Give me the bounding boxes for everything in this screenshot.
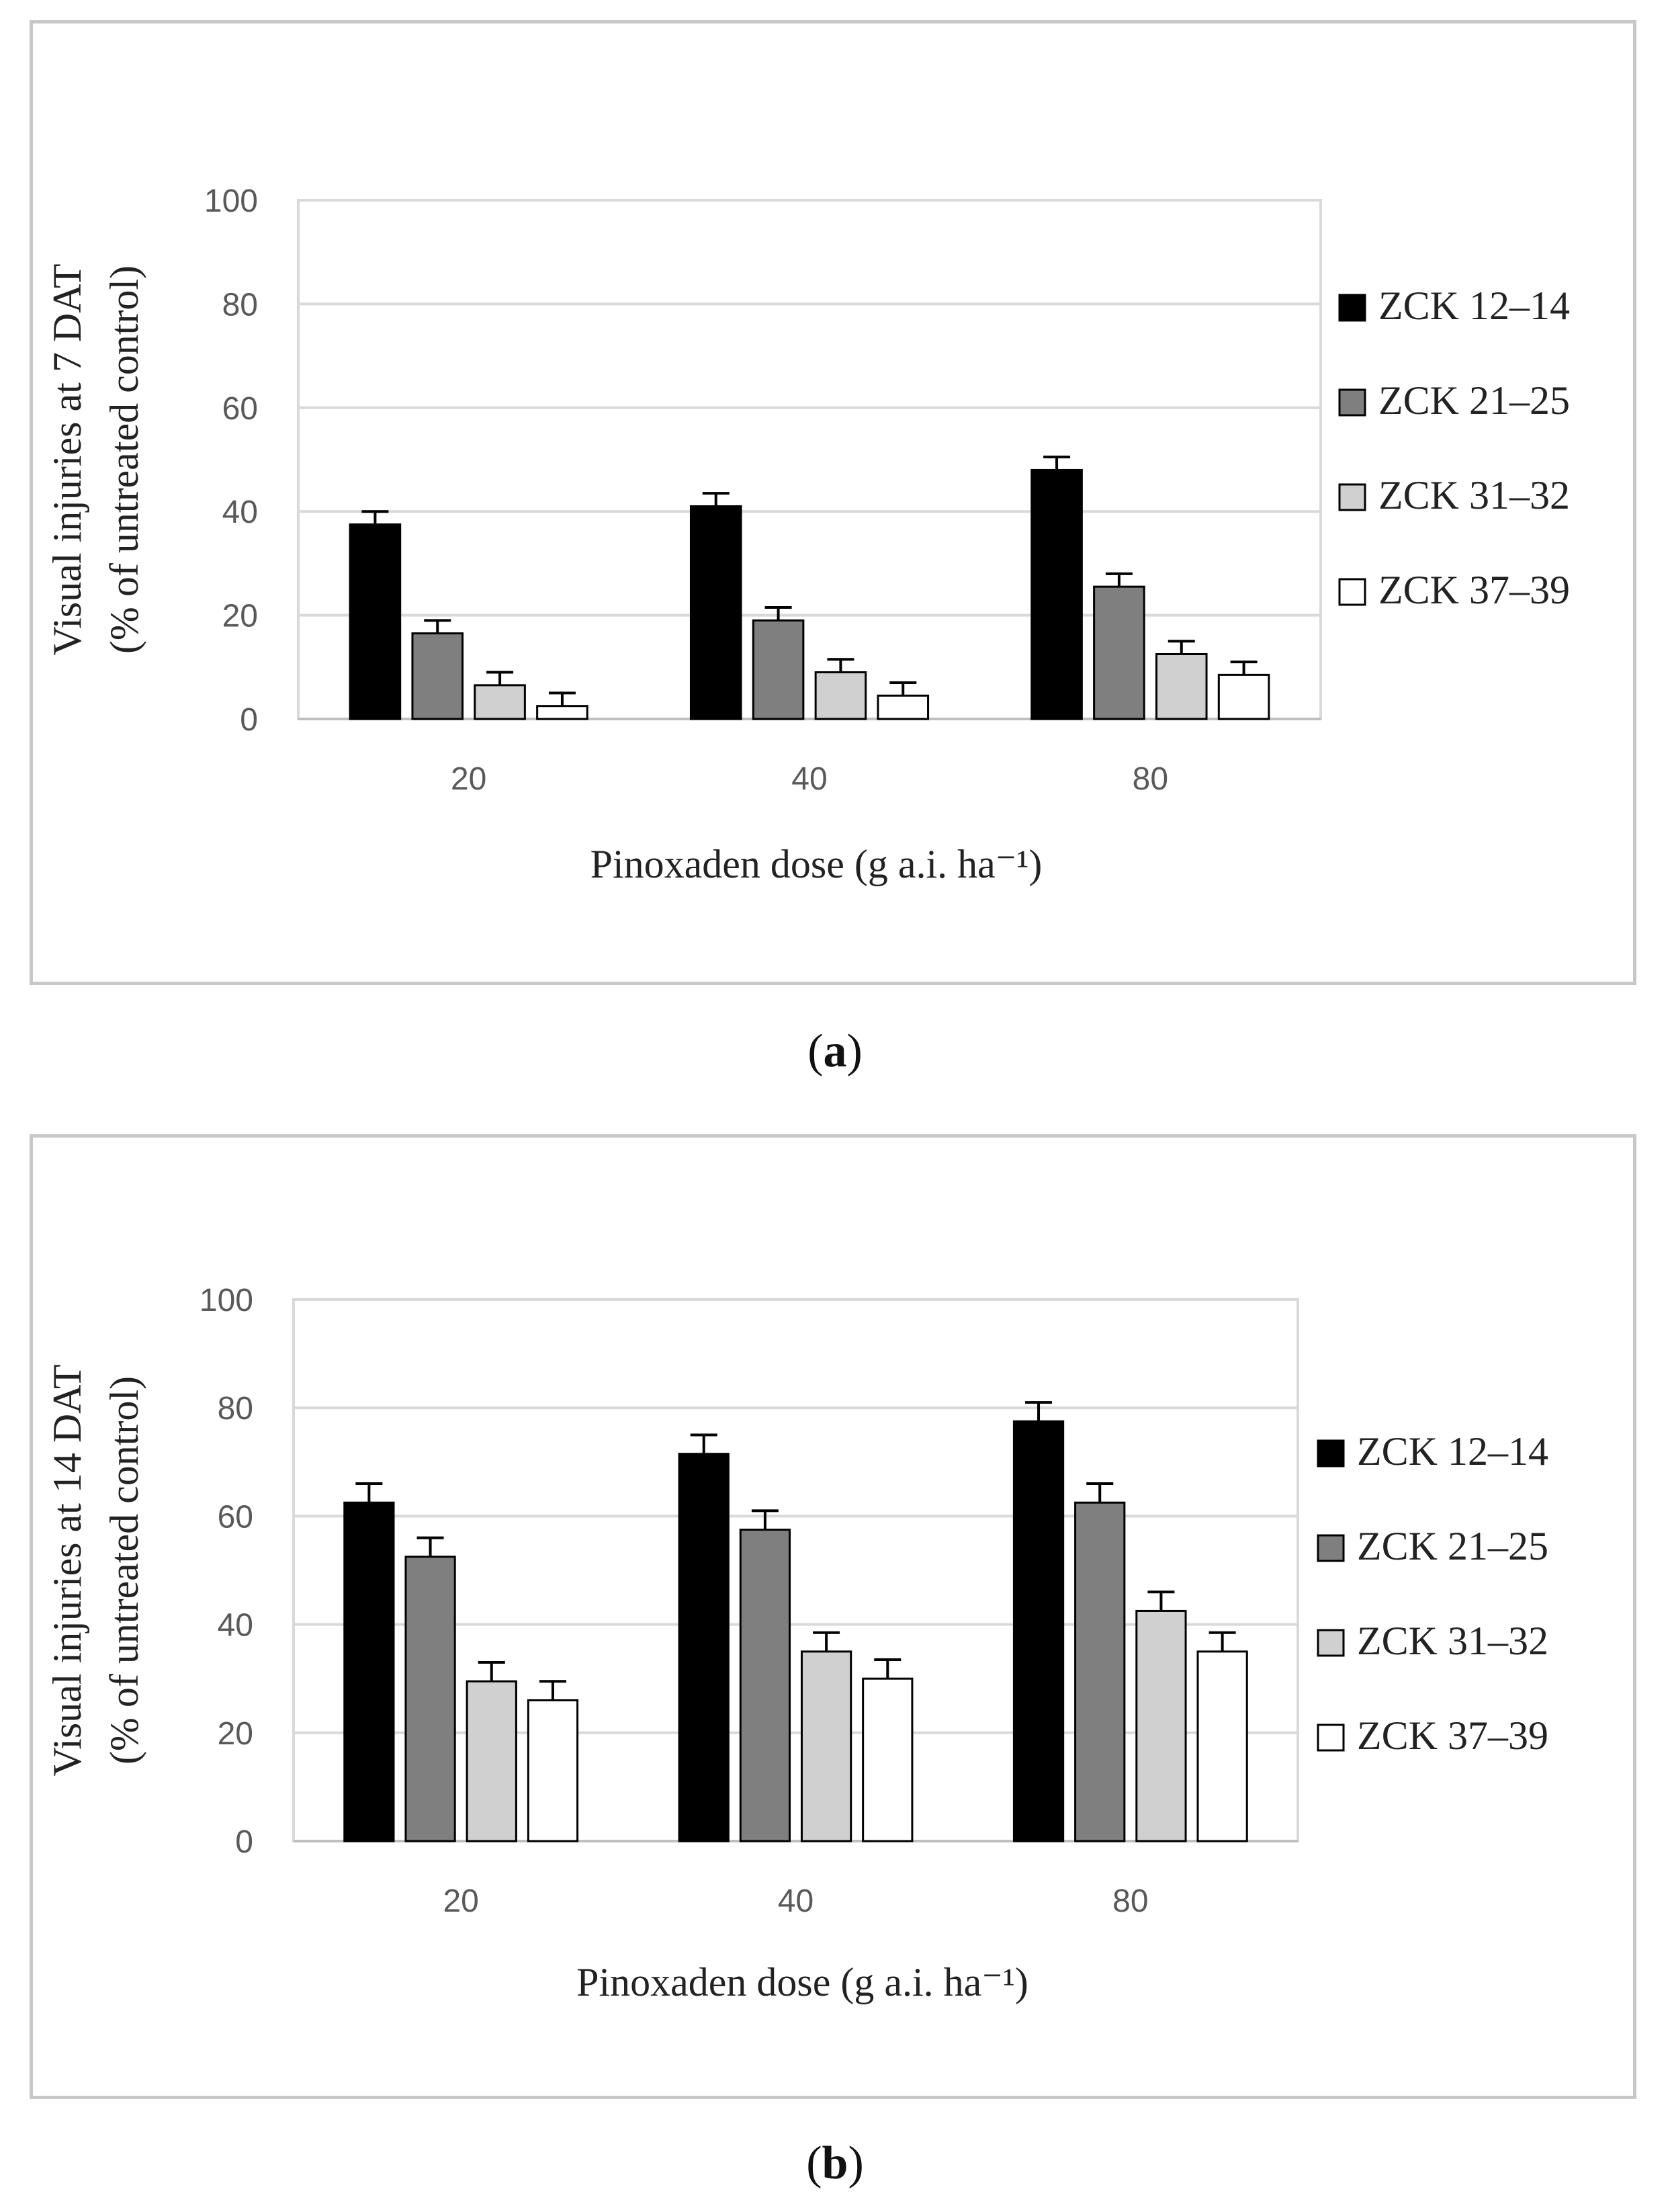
y-tick-label: 100 — [204, 183, 258, 219]
legend-swatch — [1317, 1629, 1345, 1657]
legend-swatch — [1338, 388, 1366, 417]
bar — [527, 1699, 579, 1842]
bar — [466, 1680, 517, 1842]
y-tick-label: 40 — [222, 495, 258, 530]
y-tick-label: 60 — [222, 391, 258, 427]
y-tick-label: 20 — [222, 599, 258, 634]
legend-swatch — [1317, 1724, 1345, 1752]
x-axis-title: Pinoxaden dose (g a.i. ha⁻¹) — [576, 1960, 1028, 2004]
chart-frame-b — [30, 1134, 1636, 2099]
x-tick-label: 80 — [1112, 1883, 1148, 1919]
y-tick-label: 100 — [200, 1283, 253, 1318]
bar — [404, 1556, 456, 1842]
x-tick-label: 40 — [778, 1883, 814, 1919]
bar — [1074, 1501, 1126, 1842]
x-tick-label: 40 — [791, 761, 827, 797]
y-tick-label: 40 — [218, 1608, 253, 1644]
legend-label: ZCK 21–25 — [1357, 1524, 1548, 1568]
bar — [678, 1453, 730, 1842]
bar — [1135, 1609, 1187, 1842]
bar — [814, 671, 867, 720]
legend-swatch — [1317, 1439, 1345, 1467]
bar — [343, 1501, 395, 1842]
panel-label-a: (a) — [807, 1025, 863, 1077]
y-tick-label: 0 — [235, 1824, 253, 1860]
bar — [1012, 1420, 1065, 1842]
bar — [1030, 468, 1083, 720]
legend-label: ZCK 21–25 — [1378, 378, 1570, 423]
bar — [1155, 653, 1208, 720]
y-axis-title-line2: (% of untreated control) — [102, 1376, 146, 1764]
y-tick-label: 60 — [218, 1499, 253, 1535]
y-tick-label: 0 — [240, 702, 258, 738]
y-axis-title-line1: Visual injuries at 7 DAT — [45, 264, 89, 656]
bar — [689, 505, 742, 720]
panel-label-b: (b) — [806, 2137, 864, 2189]
y-tick-label: 80 — [222, 287, 258, 323]
bar — [474, 684, 526, 720]
bar — [877, 694, 930, 720]
x-tick-label: 20 — [443, 1883, 478, 1919]
panel-label-a-letter: a — [823, 1025, 847, 1077]
chart-a: 0 20 40 60 80 100 20 40 80 Pinoxaden dose (g a.i.… — [45, 183, 1570, 886]
legend-label: ZCK 12–14 — [1378, 284, 1570, 328]
bar — [752, 619, 805, 720]
bar — [1093, 585, 1145, 720]
legend-label: ZCK 37–39 — [1357, 1713, 1548, 1758]
y-tick-label: 80 — [218, 1391, 253, 1427]
x-axis-title: Pinoxaden dose (g a.i. ha⁻¹) — [590, 842, 1043, 886]
panel-label-b-letter: b — [822, 2137, 848, 2189]
bar — [536, 705, 588, 720]
chart-b: 0 20 40 60 80 100 20 40 80 Pinoxaden dose (g a.i.… — [45, 1283, 1548, 2004]
x-tick-label: 20 — [451, 761, 486, 797]
legend-label: ZCK 31–32 — [1357, 1619, 1548, 1663]
bar — [739, 1529, 791, 1842]
y-tick-label: 20 — [218, 1716, 253, 1752]
legend-label: ZCK 31–32 — [1378, 473, 1570, 517]
bar — [800, 1650, 852, 1842]
legend-swatch — [1338, 294, 1366, 322]
legend-swatch — [1338, 578, 1366, 606]
x-tick-label: 80 — [1133, 761, 1168, 797]
legend-swatch — [1338, 483, 1366, 511]
legend-label: ZCK 37–39 — [1378, 568, 1570, 612]
y-axis-title-line2: (% of untreated control) — [102, 265, 146, 654]
legend-label: ZCK 12–14 — [1357, 1429, 1548, 1474]
bar — [349, 523, 402, 720]
bar — [1217, 673, 1270, 720]
legend-swatch — [1317, 1534, 1345, 1562]
bar — [1196, 1650, 1248, 1842]
bar — [862, 1677, 914, 1842]
y-axis-title-line1: Visual injuries at 14 DAT — [45, 1365, 89, 1777]
bar — [411, 632, 464, 720]
